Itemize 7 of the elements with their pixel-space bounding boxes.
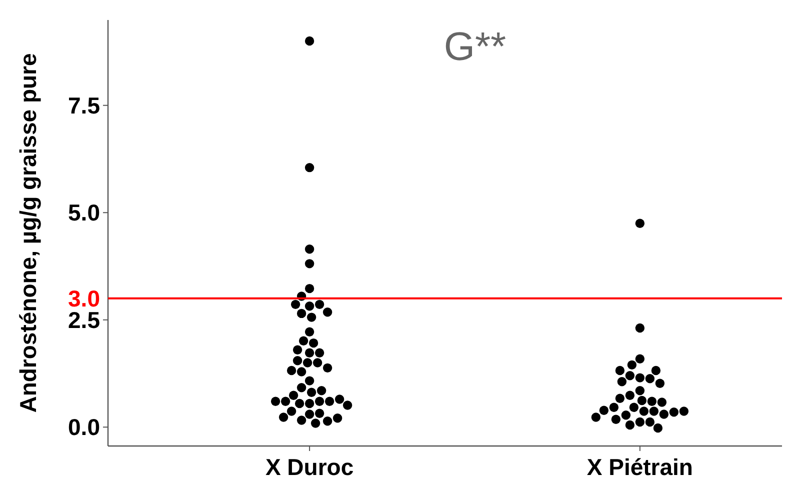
x-tick-label: X Piétrain [586,454,693,480]
y-axis-title: Androsténone, µg/g graisse pure [15,53,41,413]
y-tick-label: 5.0 [68,200,100,226]
y-tick-label: 0.0 [68,414,100,440]
y-tick-label: 7.5 [68,92,100,118]
annotation: G** [444,25,506,69]
x-tick-label: X Duroc [265,454,354,480]
